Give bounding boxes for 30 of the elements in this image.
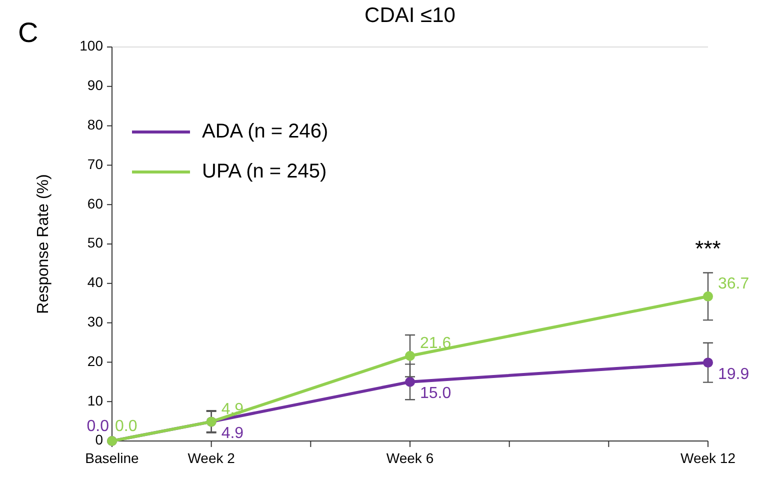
x-tick-label: Week 12 — [680, 450, 736, 466]
point — [703, 358, 713, 368]
data-label: 19.9 — [718, 366, 750, 383]
x-tick-label: Week 6 — [386, 450, 434, 466]
y-tick-label: 70 — [87, 156, 104, 172]
y-tick-label: 100 — [80, 38, 104, 54]
y-tick-label: 50 — [87, 234, 104, 251]
data-label: 15.0 — [420, 385, 452, 402]
legend-label: UPA (n = 245) — [202, 160, 327, 182]
data-label: 4.9 — [221, 424, 244, 442]
point — [703, 291, 713, 302]
y-tick-label: 80 — [87, 116, 104, 133]
y-tick-label: 10 — [87, 392, 104, 408]
point — [405, 350, 415, 361]
point — [405, 376, 415, 387]
text: C — [18, 17, 38, 48]
y-tick-label: 40 — [87, 274, 104, 290]
y-tick-label: 30 — [87, 314, 104, 330]
y-tick-label: 90 — [87, 77, 104, 94]
y-tick-label: 20 — [87, 352, 104, 369]
legend-label: ADA (n = 246) — [202, 120, 328, 142]
x-tick-label: Baseline — [85, 450, 140, 466]
chart-title: CDAI ≤10 — [364, 4, 456, 27]
data-label: 36.7 — [718, 276, 750, 293]
y-axis-title: Response Rate (%) — [35, 174, 52, 314]
data-label: 0.0 — [115, 418, 138, 436]
data-label: 21.6 — [420, 335, 452, 352]
x-tick-label: Week 2 — [188, 450, 236, 466]
annotation: *** — [695, 236, 722, 261]
y-tick-label: 60 — [87, 195, 104, 212]
